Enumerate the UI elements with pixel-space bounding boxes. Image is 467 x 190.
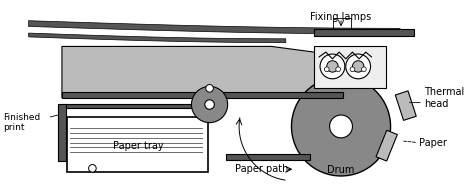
Text: Paper path: Paper path [235, 164, 289, 174]
Bar [314, 29, 414, 36]
Circle shape [325, 67, 329, 72]
Circle shape [346, 54, 370, 79]
Bar [314, 46, 386, 88]
Circle shape [291, 77, 390, 176]
Circle shape [206, 85, 213, 92]
Circle shape [350, 67, 355, 72]
Circle shape [330, 115, 353, 138]
Circle shape [327, 61, 338, 72]
Circle shape [205, 100, 214, 109]
Circle shape [191, 86, 228, 123]
Text: Paper: Paper [419, 138, 447, 148]
Bar [67, 117, 208, 172]
Bar [58, 104, 66, 161]
Bar [62, 92, 343, 98]
Text: Finished
print: Finished print [3, 113, 40, 132]
Text: Fixing lamps: Fixing lamps [311, 12, 372, 22]
Polygon shape [28, 21, 400, 34]
Text: Drum: Drum [327, 165, 355, 176]
Bar [226, 154, 310, 160]
Text: Thermal
head: Thermal head [424, 87, 464, 109]
Polygon shape [62, 46, 357, 98]
Bar [62, 104, 210, 108]
Bar [376, 130, 397, 161]
Circle shape [361, 67, 366, 72]
Circle shape [89, 165, 96, 172]
FancyBboxPatch shape [396, 91, 416, 120]
Text: Paper tray: Paper tray [113, 141, 163, 151]
Circle shape [353, 61, 364, 72]
Circle shape [336, 67, 340, 72]
Circle shape [320, 54, 345, 79]
Polygon shape [28, 33, 286, 43]
